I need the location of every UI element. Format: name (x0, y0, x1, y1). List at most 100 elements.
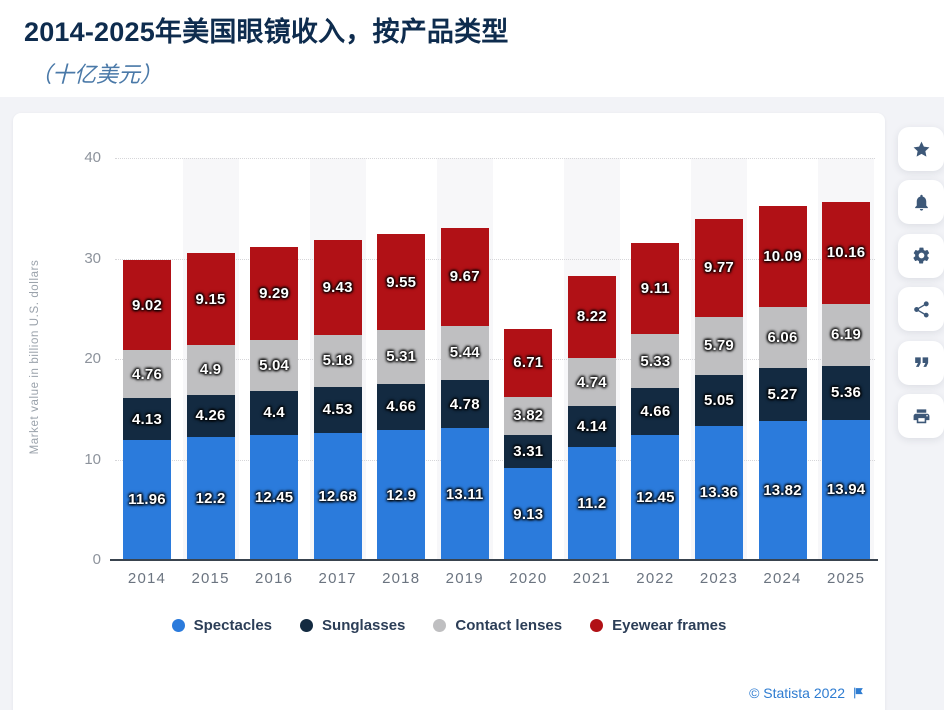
bar-value-label: 13.36 (699, 484, 739, 502)
bar-segment-eyewear-frames-2023[interactable]: 9.77 (694, 218, 743, 317)
settings-button[interactable] (898, 233, 944, 278)
bar-segment-spectacles-2014[interactable]: 11.96 (123, 439, 171, 560)
bar-segment-eyewear-frames-2024[interactable]: 10.09 (758, 205, 807, 308)
bar-segment-spectacles-2020[interactable]: 9.13 (504, 468, 553, 560)
bar-segment-contact-lenses-2021[interactable]: 4.74 (567, 358, 616, 406)
bar-value-label: 13.82 (763, 482, 802, 500)
bar-value-label: 9.55 (386, 273, 417, 291)
y-axis-title: Market value in billion U.S. dollars (29, 259, 41, 455)
bar-segment-sunglasses-2019[interactable]: 4.78 (440, 380, 489, 429)
bar-segment-sunglasses-2025[interactable]: 5.36 (822, 366, 871, 420)
bar-segment-sunglasses-2017[interactable]: 4.53 (313, 387, 362, 433)
bar-segment-contact-lenses-2024[interactable]: 6.06 (758, 307, 807, 369)
legend-item-sunglasses[interactable]: Sunglasses (300, 617, 405, 634)
statista-copyright-link[interactable]: © Statista 2022 (749, 685, 845, 701)
x-axis-label-2020: 2020 (509, 570, 548, 587)
y-axis-tick-label: 40 (84, 149, 101, 166)
bar-segment-spectacles-2021[interactable]: 11.2 (567, 447, 616, 560)
bar-segment-eyewear-frames-2025[interactable]: 10.16 (822, 201, 871, 304)
bar-segment-contact-lenses-2025[interactable]: 6.19 (822, 303, 871, 367)
bar-value-label: 9.29 (259, 284, 290, 302)
bar-segment-spectacles-2015[interactable]: 12.2 (186, 437, 235, 560)
legend-item-spectacles[interactable]: Spectacles (171, 617, 273, 634)
bar-segment-spectacles-2022[interactable]: 12.45 (631, 434, 680, 560)
legend-dot (590, 619, 604, 632)
y-axis-tick-label: 0 (92, 551, 101, 568)
alert-button[interactable] (898, 180, 944, 225)
bar-segment-eyewear-frames-2019[interactable]: 9.67 (440, 228, 489, 326)
bar-segment-eyewear-frames-2017[interactable]: 9.43 (313, 240, 362, 335)
legend-item-contact-lenses[interactable]: Contact lenses (433, 617, 562, 634)
bar-segment-sunglasses-2016[interactable]: 4.4 (250, 390, 299, 435)
bar-value-label: 9.13 (513, 505, 544, 523)
bar-segment-contact-lenses-2017[interactable]: 5.18 (313, 334, 362, 388)
bar-value-label: 5.27 (767, 386, 798, 404)
share-button[interactable] (898, 287, 944, 332)
bar-segment-contact-lenses-2014[interactable]: 4.76 (123, 350, 171, 399)
bar-segment-eyewear-frames-2018[interactable]: 9.55 (377, 234, 426, 331)
bar-value-label: 12.45 (636, 488, 675, 506)
chart-legend: Spectacles Sunglasses Contact lenses Eyewea… (13, 617, 885, 634)
bar-segment-sunglasses-2014[interactable]: 4.13 (123, 398, 171, 440)
x-axis-label-2017: 2017 (318, 570, 357, 587)
bar-segment-eyewear-frames-2015[interactable]: 9.15 (186, 253, 235, 346)
bar-segment-sunglasses-2018[interactable]: 4.66 (377, 383, 426, 431)
bar-segment-contact-lenses-2015[interactable]: 4.9 (186, 345, 235, 395)
x-axis-label-2021: 2021 (572, 570, 611, 587)
bar-segment-sunglasses-2023[interactable]: 5.05 (694, 374, 743, 426)
bar-segment-sunglasses-2021[interactable]: 4.14 (567, 405, 616, 448)
bar-segment-eyewear-frames-2020[interactable]: 6.71 (504, 329, 553, 397)
bar-segment-contact-lenses-2018[interactable]: 5.31 (377, 330, 426, 384)
y-axis-tick-label: 10 (84, 450, 101, 468)
bar-value-label: 4.78 (449, 395, 480, 413)
x-axis-label-2024: 2024 (763, 570, 802, 587)
share-icon (913, 301, 929, 318)
cite-button[interactable] (898, 340, 944, 385)
bar-value-label: 13.94 (826, 481, 866, 499)
bar-segment-spectacles-2023[interactable]: 13.36 (694, 425, 743, 560)
favorite-button[interactable] (898, 127, 944, 171)
bar-value-label: 4.4 (263, 404, 285, 422)
bar-value-label: 9.67 (449, 268, 480, 286)
bar-value-label: 4.53 (322, 401, 353, 419)
bar-value-label: 12.68 (318, 487, 357, 505)
bar-segment-eyewear-frames-2016[interactable]: 9.29 (250, 246, 299, 340)
bar-segment-sunglasses-2020[interactable]: 3.31 (504, 434, 553, 469)
stacked-bar-chart: Market value in billion U.S. dollars 0 10… (13, 113, 885, 587)
flag-icon[interactable] (852, 686, 865, 700)
bar-value-label: 9.43 (322, 279, 353, 297)
bar-value-label: 5.05 (703, 391, 734, 409)
bar-segment-spectacles-2025[interactable]: 13.94 (822, 419, 871, 560)
bar-segment-eyewear-frames-2021[interactable]: 8.22 (567, 275, 616, 359)
bar-value-label: 3.82 (513, 407, 544, 425)
bar-segment-contact-lenses-2016[interactable]: 5.04 (250, 340, 299, 391)
bar-segment-spectacles-2019[interactable]: 13.11 (440, 428, 489, 560)
bar-value-label: 10.16 (826, 244, 866, 262)
bar-value-label: 4.66 (640, 402, 671, 420)
bar-value-label: 8.22 (576, 308, 607, 326)
bar-segment-spectacles-2024[interactable]: 13.82 (758, 421, 807, 560)
star-icon (913, 141, 929, 157)
gridline (115, 359, 875, 360)
print-button[interactable] (898, 394, 944, 438)
bar-segment-sunglasses-2015[interactable]: 4.26 (186, 394, 235, 438)
bar-segment-contact-lenses-2020[interactable]: 3.82 (504, 396, 553, 435)
bar-segment-spectacles-2016[interactable]: 12.45 (250, 434, 299, 560)
bar-segment-eyewear-frames-2014[interactable]: 9.02 (123, 259, 171, 351)
bar-segment-spectacles-2018[interactable]: 12.9 (377, 430, 426, 560)
legend-item-eyewear-frames[interactable]: Eyewear frames (590, 617, 726, 634)
bar-segment-contact-lenses-2019[interactable]: 5.44 (440, 325, 489, 381)
bar-segment-sunglasses-2024[interactable]: 5.27 (758, 368, 807, 422)
bar-segment-spectacles-2017[interactable]: 12.68 (313, 432, 362, 560)
bar-value-label: 9.11 (640, 280, 670, 298)
quote-icon (914, 357, 928, 367)
chart-card: Market value in billion U.S. dollars 0 10… (13, 113, 885, 710)
bar-segment-contact-lenses-2022[interactable]: 5.33 (631, 334, 680, 389)
bar-value-label: 6.06 (767, 329, 798, 347)
bar-segment-sunglasses-2022[interactable]: 4.66 (631, 388, 680, 435)
bar-segment-eyewear-frames-2022[interactable]: 9.11 (631, 242, 680, 335)
bar-segment-contact-lenses-2023[interactable]: 5.79 (694, 316, 743, 375)
legend-label: Spectacles (193, 617, 273, 634)
page-subtitle: （十亿美元） (30, 62, 163, 87)
bar-value-label: 11.96 (128, 491, 166, 509)
